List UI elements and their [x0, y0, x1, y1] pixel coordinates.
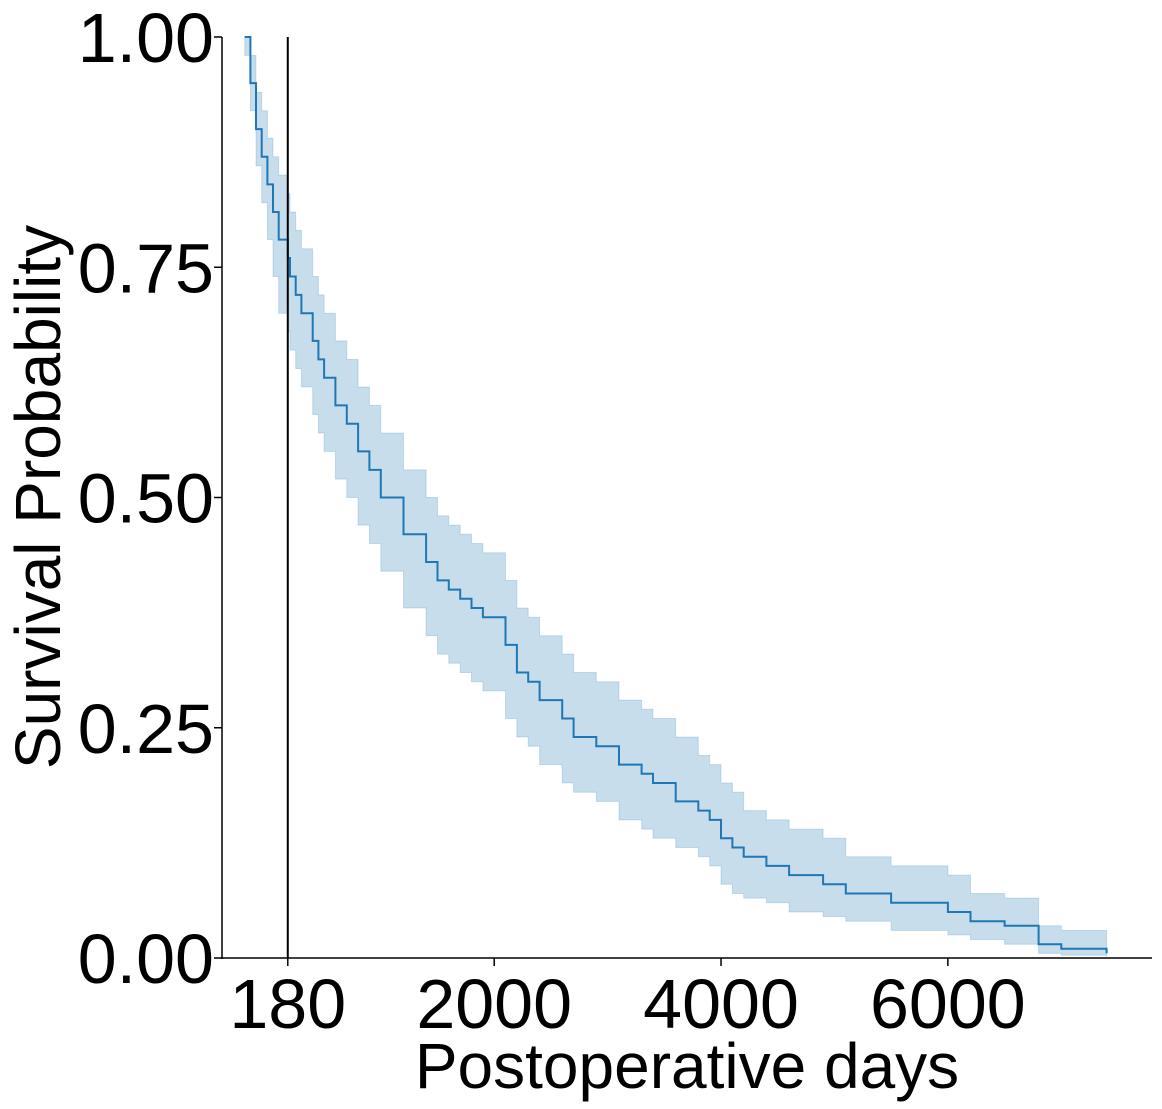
- y-tick-label: 0.50: [78, 460, 214, 538]
- x-tick-label: 180: [229, 965, 346, 1043]
- confidence-band-layer: [244, 36, 1108, 958]
- y-tick-label: 0.75: [78, 229, 214, 307]
- ticks-layer: 180 2000 4000 6000 0.00 0.25 0.50 0.75 1.00: [78, 0, 1026, 1043]
- y-tick-label: 1.00: [78, 0, 214, 77]
- survival-line: [244, 36, 1108, 954]
- confidence-band: [244, 36, 1108, 958]
- x-tick-label: 4000: [643, 965, 799, 1043]
- y-tick-label: 0.00: [78, 920, 214, 998]
- y-tick-label: 0.25: [78, 690, 214, 768]
- x-tick-label: 2000: [416, 965, 572, 1043]
- x-axis-title: Postoperative days: [415, 1030, 959, 1102]
- x-tick-label: 6000: [870, 965, 1026, 1043]
- survival-line-layer: [244, 36, 1108, 954]
- y-axis-title: Survival Probability: [2, 225, 74, 769]
